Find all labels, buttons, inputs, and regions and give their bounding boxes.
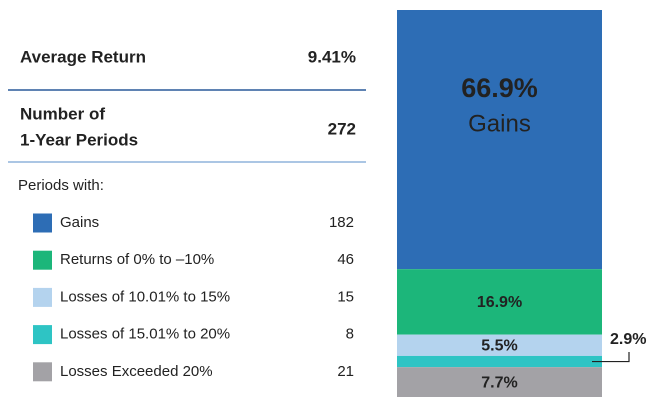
segment-name: Gains <box>468 110 531 137</box>
row-label: Average Return <box>20 47 146 66</box>
count: 182 <box>329 214 354 231</box>
count: 21 <box>337 363 354 380</box>
bar-segment <box>397 269 602 335</box>
legend-label: Losses of 15.01% to 20% <box>60 326 230 343</box>
count: 46 <box>337 251 354 268</box>
legend-label: Losses of 10.01% to 15% <box>60 288 230 305</box>
bar-segment <box>397 355 602 368</box>
legend-swatch <box>33 250 52 270</box>
value-label: 66.9% <box>461 73 538 103</box>
subheading: Periods with: <box>18 177 104 194</box>
leader-line <box>592 352 630 363</box>
value-label: 7.7% <box>481 374 517 391</box>
value-label: 2.9% <box>610 331 646 348</box>
row-label: Number of <box>20 104 105 123</box>
count: 8 <box>346 326 354 343</box>
legend-label: Losses Exceeded 20% <box>60 363 213 380</box>
legend-label: Gains <box>60 214 99 231</box>
value-label: 5.5% <box>481 338 517 355</box>
bar-segment <box>397 334 602 356</box>
row-value: 272 <box>328 119 356 138</box>
count: 15 <box>337 288 354 305</box>
bar-segment <box>397 10 602 270</box>
value-label: 16.9% <box>477 294 522 311</box>
legend-swatch <box>33 362 52 382</box>
row-label: 1-Year Periods <box>20 130 138 149</box>
legend-swatch <box>33 213 52 233</box>
legend-label: Returns of 0% to –10% <box>60 251 214 268</box>
row-value: 9.41% <box>308 47 356 66</box>
bar-segment <box>397 367 602 397</box>
legend-swatch <box>33 325 52 345</box>
legend-swatch <box>33 287 52 307</box>
